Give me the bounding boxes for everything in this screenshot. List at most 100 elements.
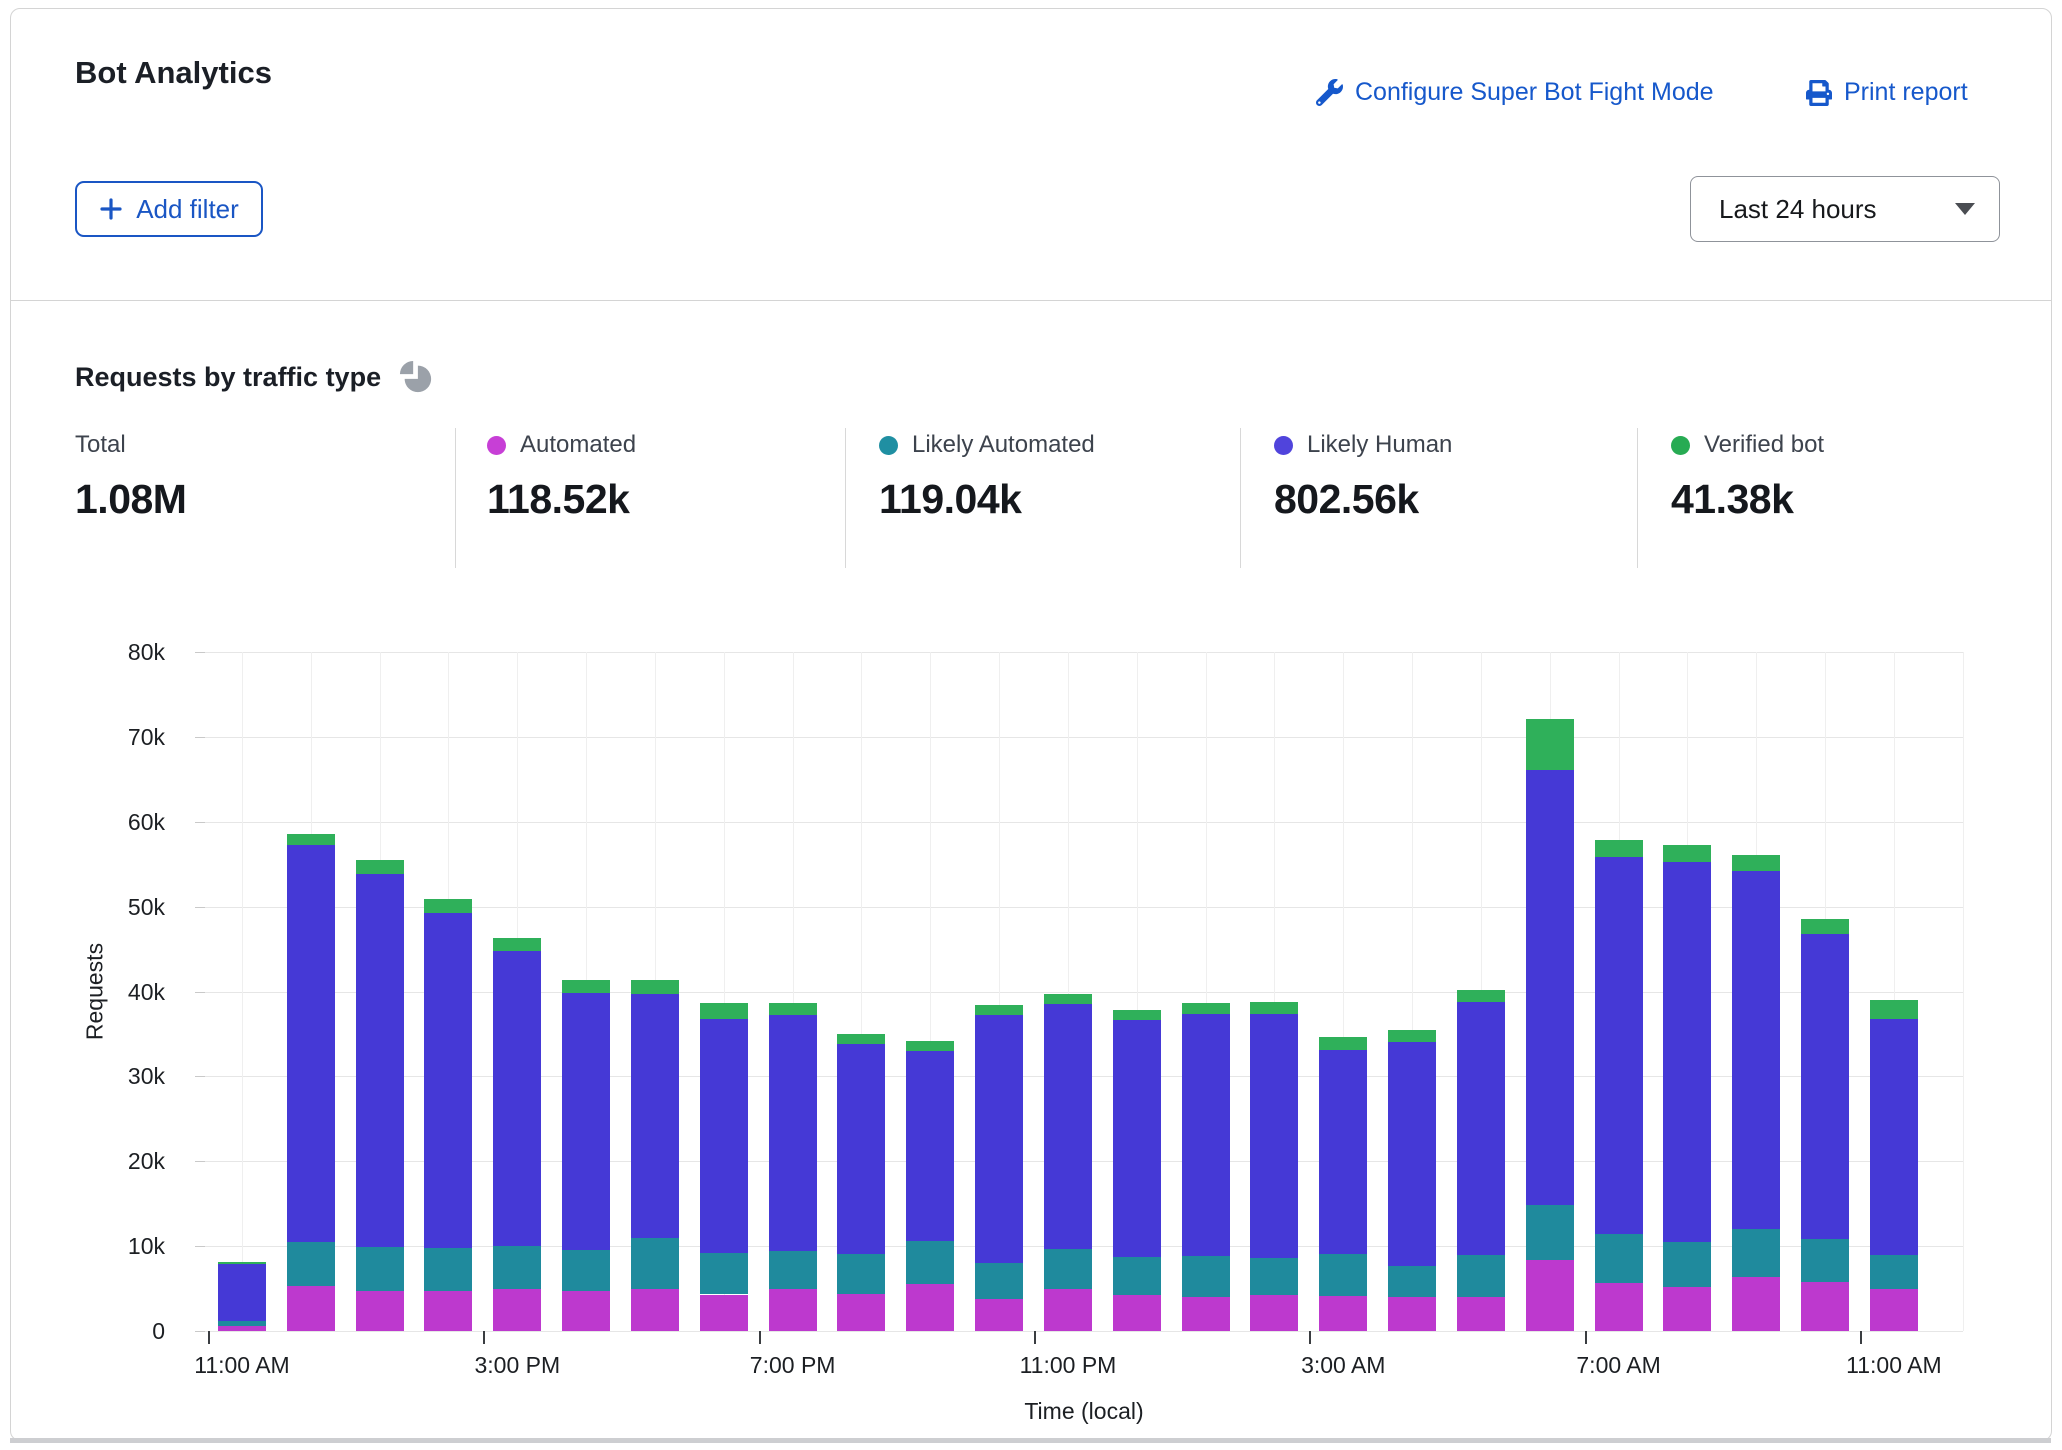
bar-segment-automated[interactable] (1388, 1297, 1436, 1331)
bar-segment-likely-automated[interactable] (1801, 1239, 1849, 1281)
bar-segment-verified-bot[interactable] (631, 980, 679, 994)
bar-segment-automated[interactable] (1526, 1260, 1574, 1331)
bar-segment-verified-bot[interactable] (287, 834, 335, 845)
bar-segment-verified-bot[interactable] (1319, 1037, 1367, 1050)
bar-segment-likely-automated[interactable] (1388, 1266, 1436, 1297)
bar-segment-likely-human[interactable] (1182, 1014, 1230, 1256)
bar-segment-verified-bot[interactable] (1595, 840, 1643, 856)
bar-segment-likely-automated[interactable] (1044, 1249, 1092, 1290)
bar-segment-automated[interactable] (906, 1284, 954, 1331)
bar-segment-likely-human[interactable] (1044, 1004, 1092, 1248)
bar-segment-likely-automated[interactable] (1526, 1205, 1574, 1260)
bar-segment-likely-human[interactable] (1870, 1019, 1918, 1255)
bar-segment-verified-bot[interactable] (562, 980, 610, 993)
bar-segment-verified-bot[interactable] (1663, 845, 1711, 862)
bar-segment-likely-automated[interactable] (975, 1263, 1023, 1299)
bar-segment-likely-human[interactable] (631, 994, 679, 1238)
bar-segment-automated[interactable] (1732, 1277, 1780, 1331)
bar-segment-automated[interactable] (700, 1295, 748, 1331)
bar-segment-likely-automated[interactable] (424, 1248, 472, 1291)
bar-segment-likely-automated[interactable] (1113, 1257, 1161, 1294)
bar-segment-verified-bot[interactable] (1870, 1000, 1918, 1019)
bar-segment-automated[interactable] (1044, 1289, 1092, 1331)
bar-segment-likely-human[interactable] (837, 1044, 885, 1254)
bar-segment-likely-human[interactable] (1801, 934, 1849, 1240)
bar-segment-automated[interactable] (1457, 1297, 1505, 1331)
bar-segment-automated[interactable] (975, 1299, 1023, 1331)
bar-segment-likely-automated[interactable] (1870, 1255, 1918, 1290)
bar-segment-verified-bot[interactable] (1457, 990, 1505, 1002)
bar-segment-automated[interactable] (1319, 1296, 1367, 1331)
bar-segment-automated[interactable] (769, 1289, 817, 1331)
bar-segment-likely-automated[interactable] (631, 1238, 679, 1288)
bar-segment-likely-human[interactable] (1250, 1014, 1298, 1258)
bar-segment-automated[interactable] (562, 1291, 610, 1331)
bar-segment-likely-human[interactable] (1526, 770, 1574, 1205)
bar-segment-automated[interactable] (1801, 1282, 1849, 1331)
bar-segment-likely-automated[interactable] (1595, 1234, 1643, 1283)
bar-segment-verified-bot[interactable] (356, 860, 404, 874)
bar-segment-automated[interactable] (356, 1291, 404, 1331)
bar-segment-automated[interactable] (218, 1326, 266, 1331)
bar-segment-verified-bot[interactable] (1526, 719, 1574, 770)
bar-segment-verified-bot[interactable] (700, 1003, 748, 1018)
bar-segment-automated[interactable] (493, 1289, 541, 1331)
bar-segment-likely-automated[interactable] (1732, 1229, 1780, 1277)
bar-segment-likely-automated[interactable] (906, 1241, 954, 1284)
bar-segment-likely-human[interactable] (1319, 1050, 1367, 1254)
bar-segment-likely-automated[interactable] (218, 1321, 266, 1326)
bar-segment-likely-automated[interactable] (700, 1253, 748, 1295)
bar-segment-verified-bot[interactable] (1388, 1030, 1436, 1042)
bar-segment-likely-automated[interactable] (1663, 1242, 1711, 1287)
bar-segment-automated[interactable] (1250, 1295, 1298, 1331)
bar-segment-likely-automated[interactable] (562, 1250, 610, 1292)
bar-segment-verified-bot[interactable] (424, 899, 472, 913)
bar-segment-automated[interactable] (424, 1291, 472, 1331)
bar-segment-likely-human[interactable] (700, 1019, 748, 1253)
bar-segment-likely-automated[interactable] (493, 1246, 541, 1288)
bar-segment-likely-human[interactable] (287, 845, 335, 1242)
bar-segment-likely-human[interactable] (218, 1264, 266, 1321)
bar-segment-likely-automated[interactable] (356, 1247, 404, 1291)
bar-segment-verified-bot[interactable] (837, 1034, 885, 1044)
bar-segment-verified-bot[interactable] (218, 1262, 266, 1264)
bar-segment-verified-bot[interactable] (906, 1041, 954, 1051)
bar-segment-likely-human[interactable] (493, 951, 541, 1246)
bar-segment-likely-human[interactable] (1113, 1020, 1161, 1257)
bar-segment-likely-human[interactable] (906, 1051, 954, 1241)
bar-segment-verified-bot[interactable] (1182, 1003, 1230, 1014)
bar-segment-automated[interactable] (1870, 1289, 1918, 1331)
bar-segment-verified-bot[interactable] (769, 1003, 817, 1016)
bar-segment-likely-human[interactable] (1457, 1002, 1505, 1255)
bar-segment-verified-bot[interactable] (975, 1005, 1023, 1015)
bar-segment-likely-human[interactable] (1595, 857, 1643, 1235)
bar-segment-verified-bot[interactable] (1250, 1002, 1298, 1014)
bar-segment-automated[interactable] (287, 1286, 335, 1331)
bar-segment-likely-human[interactable] (1732, 871, 1780, 1229)
bar-segment-likely-human[interactable] (1663, 862, 1711, 1242)
bar-segment-automated[interactable] (1182, 1297, 1230, 1331)
bar-segment-likely-automated[interactable] (769, 1251, 817, 1289)
bar-segment-likely-automated[interactable] (1182, 1256, 1230, 1297)
bar-segment-verified-bot[interactable] (1044, 994, 1092, 1004)
bar-segment-verified-bot[interactable] (1801, 919, 1849, 934)
bar-segment-verified-bot[interactable] (1113, 1010, 1161, 1020)
bar-segment-likely-automated[interactable] (1457, 1255, 1505, 1297)
bar-segment-likely-automated[interactable] (1319, 1254, 1367, 1296)
bar-segment-likely-human[interactable] (1388, 1042, 1436, 1266)
bar-segment-likely-human[interactable] (975, 1015, 1023, 1263)
bar-segment-likely-human[interactable] (424, 913, 472, 1247)
bar-segment-likely-automated[interactable] (837, 1254, 885, 1294)
bar-segment-automated[interactable] (1595, 1283, 1643, 1331)
bar-segment-automated[interactable] (1113, 1295, 1161, 1331)
bar-segment-likely-human[interactable] (356, 874, 404, 1247)
bar-segment-automated[interactable] (1663, 1287, 1711, 1331)
bar-segment-verified-bot[interactable] (493, 938, 541, 951)
bar-segment-automated[interactable] (837, 1294, 885, 1331)
bar-segment-likely-automated[interactable] (1250, 1258, 1298, 1295)
bar-segment-automated[interactable] (631, 1289, 679, 1331)
bar-segment-verified-bot[interactable] (1732, 855, 1780, 871)
bar-segment-likely-human[interactable] (769, 1015, 817, 1251)
bar-segment-likely-automated[interactable] (287, 1242, 335, 1286)
bar-segment-likely-human[interactable] (562, 993, 610, 1249)
